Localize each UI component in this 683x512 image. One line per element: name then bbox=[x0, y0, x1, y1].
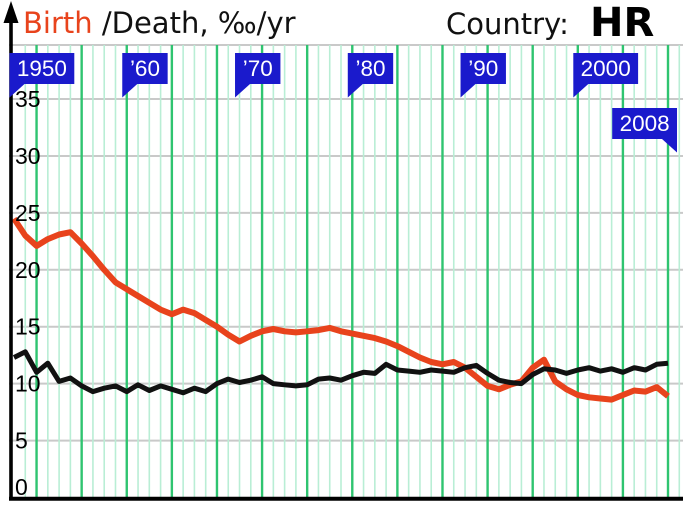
year-flag: 2000 bbox=[573, 53, 639, 98]
chart-title: Birth /Death, ‰/yr bbox=[23, 6, 296, 40]
flag-tail bbox=[235, 84, 251, 98]
flag-box bbox=[573, 53, 639, 84]
flag-tail bbox=[9, 84, 25, 98]
y-tick-label: 25 bbox=[15, 200, 41, 226]
flag-tail bbox=[460, 84, 476, 98]
flag-year-label: 2000 bbox=[581, 56, 631, 81]
y-tick-label: 15 bbox=[15, 314, 41, 340]
year-flag: ’90 bbox=[460, 53, 506, 98]
flag-year-label: ’90 bbox=[468, 56, 498, 81]
flag-year-label: 2008 bbox=[620, 111, 670, 136]
birth-rate-line bbox=[11, 216, 670, 403]
y-tick-label: 35 bbox=[15, 86, 41, 112]
y-axis-arrow-icon bbox=[3, 1, 19, 23]
y-tick-label: 20 bbox=[15, 257, 41, 283]
flag-year-label: 1950 bbox=[17, 56, 67, 81]
flag-tail bbox=[662, 139, 678, 153]
year-flag: 2008 bbox=[612, 108, 678, 153]
flag-tail bbox=[122, 84, 138, 98]
y-tick-label: 5 bbox=[15, 428, 28, 454]
death-title-word: /Death, ‰/yr bbox=[92, 6, 296, 40]
year-flag: ’60 bbox=[122, 53, 168, 98]
year-flag: ’70 bbox=[235, 53, 281, 98]
birth-title-word: Birth bbox=[23, 6, 93, 40]
y-tick-label: 0 bbox=[15, 474, 28, 500]
y-tick-label: 30 bbox=[15, 143, 41, 169]
flag-year-label: ’70 bbox=[243, 56, 273, 81]
year-flag: ’80 bbox=[347, 53, 394, 98]
flag-box bbox=[9, 53, 75, 84]
chart-header: Birth /Death, ‰/yr Country: HR bbox=[0, 0, 683, 46]
flag-box bbox=[460, 53, 506, 84]
death-rate-line bbox=[12, 349, 669, 396]
country-label: Country: bbox=[446, 7, 569, 41]
flag-box bbox=[235, 53, 281, 84]
country-code: HR bbox=[590, 0, 655, 46]
flag-tail bbox=[573, 84, 589, 98]
flag-tail bbox=[347, 84, 363, 98]
y-tick-label: 10 bbox=[15, 371, 41, 397]
flag-year-label: ’80 bbox=[355, 56, 385, 81]
flag-box bbox=[347, 53, 394, 84]
flag-box bbox=[122, 53, 168, 84]
year-flag: 1950 bbox=[9, 53, 75, 98]
flag-year-label: ’60 bbox=[130, 56, 160, 81]
flag-box bbox=[612, 108, 678, 139]
